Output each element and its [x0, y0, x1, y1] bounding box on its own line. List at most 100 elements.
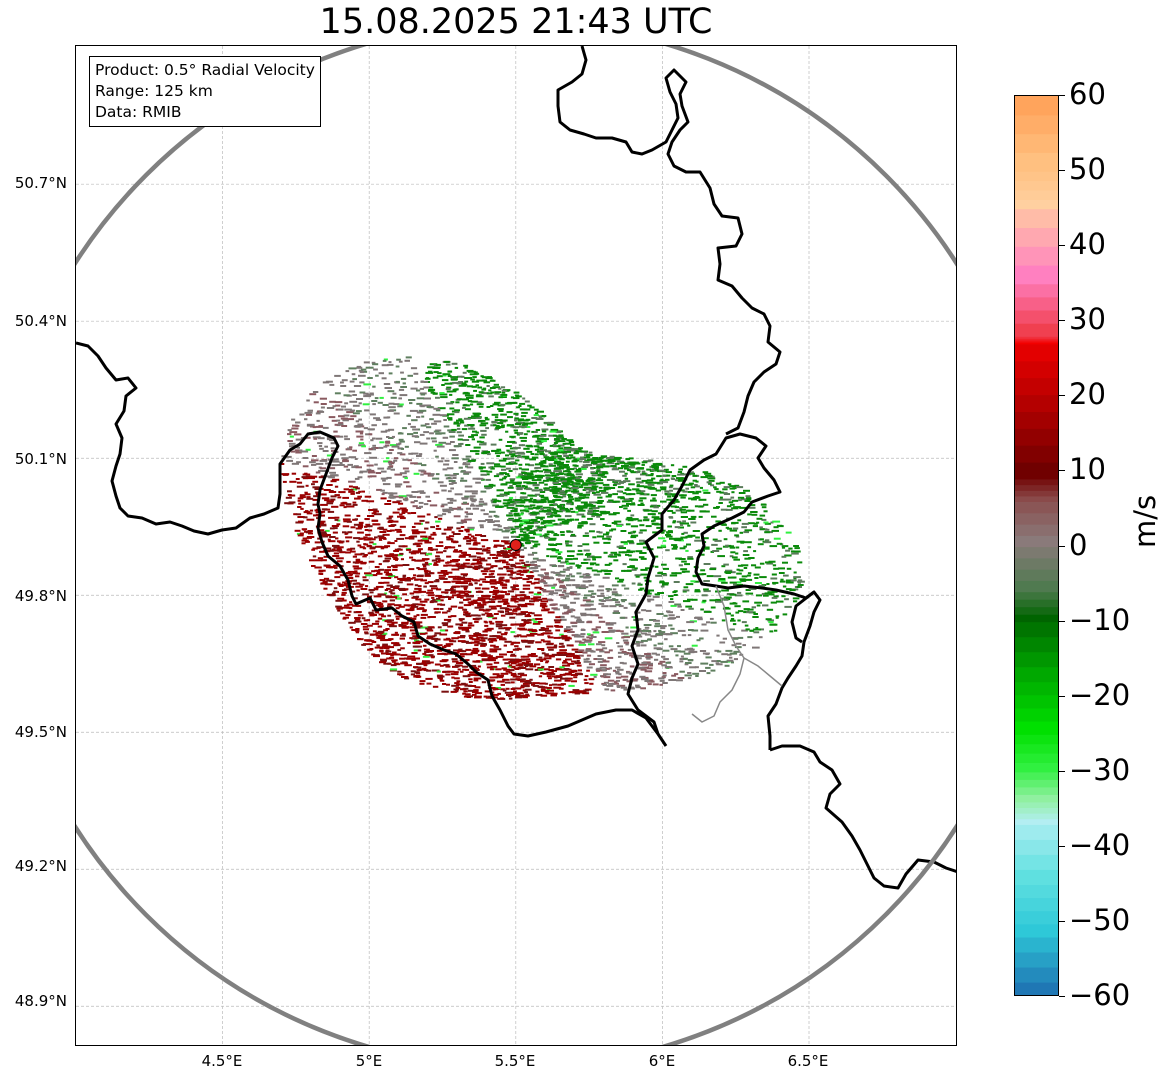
velocity-echo: [473, 652, 478, 655]
velocity-echo: [394, 554, 401, 557]
velocity-echo: [701, 537, 709, 540]
velocity-echo: [513, 512, 520, 515]
velocity-echo: [349, 380, 355, 383]
velocity-echo: [435, 432, 442, 435]
velocity-echo: [440, 396, 448, 399]
velocity-echo: [367, 428, 375, 431]
velocity-echo: [556, 490, 565, 493]
velocity-echo: [423, 431, 429, 434]
velocity-echo: [397, 508, 401, 511]
velocity-echo: [381, 377, 387, 380]
velocity-echo: [625, 523, 631, 526]
velocity-echo: [428, 474, 434, 476]
velocity-echo: [326, 534, 331, 536]
velocity-echo: [564, 480, 571, 483]
velocity-echo: [437, 571, 445, 574]
velocity-echo: [783, 574, 789, 577]
velocity-echo: [332, 531, 338, 534]
velocity-echo: [625, 553, 630, 556]
velocity-echo: [507, 526, 514, 529]
velocity-echo: [523, 535, 529, 538]
velocity-echo: [449, 393, 453, 396]
velocity-echo: [557, 565, 565, 568]
velocity-echo: [606, 462, 615, 465]
velocity-echo: [519, 613, 526, 615]
velocity-echo: [663, 614, 668, 617]
velocity-echo: [388, 519, 394, 522]
velocity-echo: [353, 537, 361, 540]
velocity-echo: [737, 519, 742, 522]
velocity-echo: [473, 689, 479, 692]
velocity-echo: [541, 509, 549, 512]
velocity-echo: [452, 454, 459, 456]
velocity-echo: [652, 497, 656, 500]
velocity-echo: [416, 591, 422, 594]
velocity-echo: [780, 578, 784, 581]
velocity-echo: [548, 486, 554, 489]
velocity-echo: [334, 401, 343, 404]
velocity-echo: [641, 472, 647, 475]
velocity-echo: [372, 543, 377, 546]
velocity-echo: [540, 660, 544, 662]
velocity-echo: [362, 403, 370, 406]
velocity-echo: [479, 524, 484, 527]
velocity-echo: [446, 402, 454, 405]
velocity-echo: [659, 679, 665, 682]
velocity-echo: [548, 599, 554, 602]
velocity-echo: [604, 572, 611, 575]
velocity-echo: [340, 612, 346, 615]
velocity-echo: [598, 474, 604, 477]
velocity-echo: [564, 515, 572, 518]
velocity-echo: [516, 536, 521, 538]
velocity-echo: [589, 637, 593, 640]
velocity-echo: [506, 563, 510, 566]
velocity-echo: [567, 555, 575, 557]
velocity-echo: [414, 522, 422, 525]
velocity-echo: [516, 488, 523, 491]
velocity-echo: [407, 433, 414, 436]
velocity-echo: [459, 670, 464, 673]
velocity-echo: [775, 616, 779, 619]
velocity-echo: [456, 427, 461, 430]
velocity-echo: [564, 450, 571, 453]
velocity-echo: [593, 573, 600, 576]
velocity-echo: [736, 540, 745, 543]
velocity-echo: [632, 462, 641, 465]
velocity-echo: [515, 413, 519, 416]
velocity-echo: [420, 626, 429, 629]
velocity-echo: [357, 524, 364, 527]
velocity-echo: [508, 470, 513, 472]
velocity-echo: [739, 506, 747, 509]
velocity-echo: [624, 587, 630, 590]
velocity-echo: [300, 450, 309, 453]
velocity-echo: [670, 627, 675, 630]
velocity-echo: [499, 624, 508, 627]
velocity-echo: [667, 530, 673, 533]
velocity-echo: [371, 519, 379, 522]
velocity-echo: [607, 627, 613, 630]
velocity-echo: [586, 633, 591, 636]
velocity-echo: [521, 485, 526, 487]
velocity-echo: [524, 457, 530, 460]
radar-map[interactable]: [75, 45, 957, 1046]
velocity-echo: [635, 489, 641, 492]
velocity-echo: [620, 497, 625, 500]
velocity-echo: [471, 434, 478, 437]
velocity-echo: [527, 629, 533, 632]
velocity-echo: [410, 512, 417, 514]
velocity-echo: [334, 494, 340, 497]
velocity-echo: [433, 563, 439, 566]
velocity-echo: [382, 560, 389, 563]
velocity-echo: [378, 563, 382, 566]
velocity-echo: [478, 391, 484, 394]
velocity-echo: [706, 481, 712, 484]
velocity-echo: [505, 430, 509, 433]
velocity-echo: [428, 386, 434, 389]
velocity-echo: [489, 570, 495, 573]
velocity-echo: [598, 486, 603, 489]
velocity-echo: [412, 505, 418, 508]
velocity-echo: [646, 662, 653, 665]
velocity-echo: [566, 468, 575, 471]
velocity-echo: [408, 536, 415, 538]
velocity-echo: [392, 392, 397, 395]
